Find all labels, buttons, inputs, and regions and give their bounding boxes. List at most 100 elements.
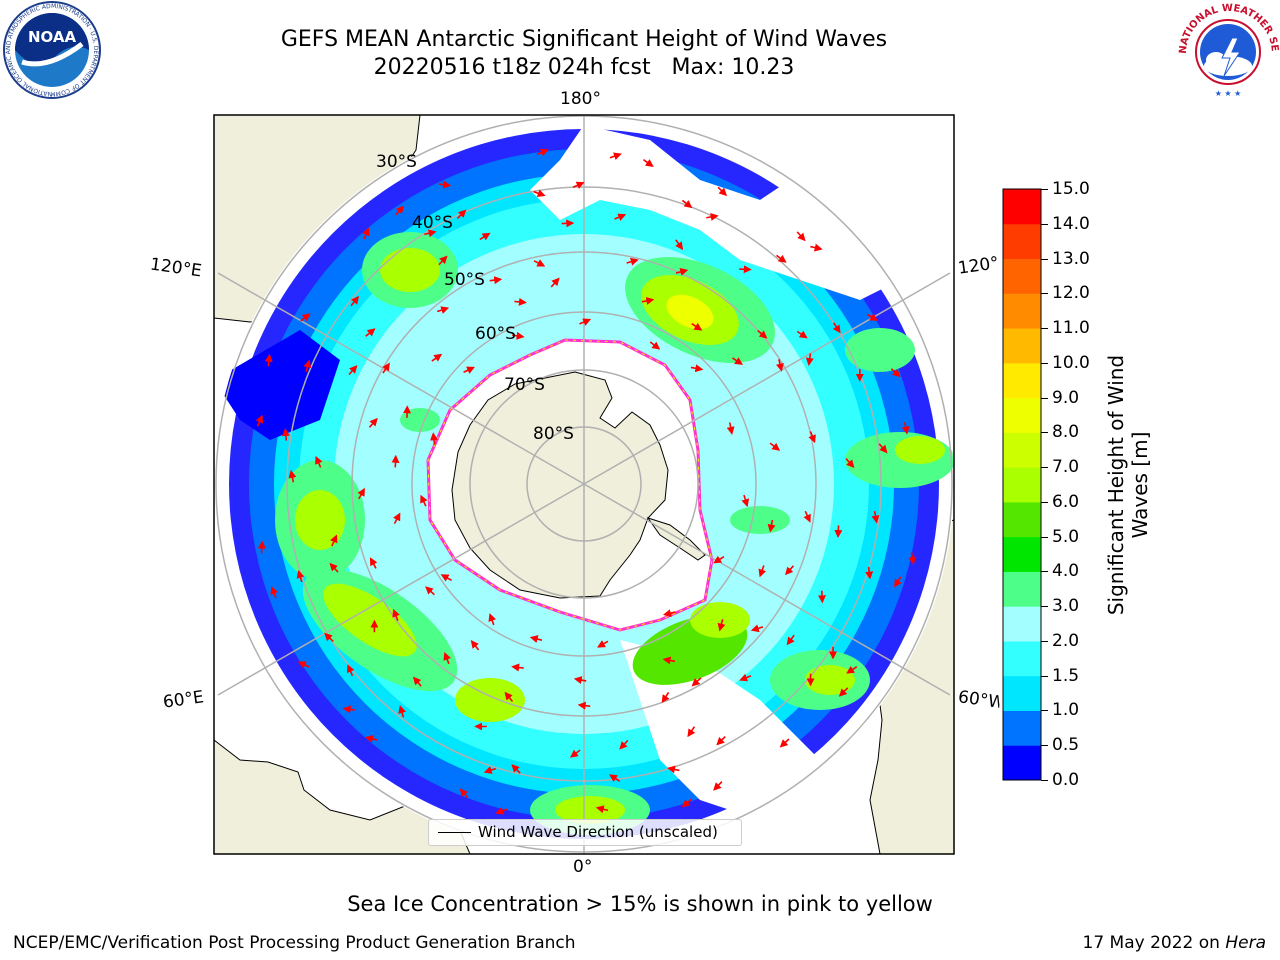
wave-direction-arrow <box>739 673 752 682</box>
colorbar-segment <box>1003 432 1041 468</box>
wave-direction-arrow <box>398 705 406 718</box>
lat-label-60s: 60°S <box>475 324 516 344</box>
wave-direction-arrow <box>779 738 790 748</box>
wave-direction-arrow <box>489 276 503 285</box>
wave-direction-arrow <box>303 359 312 372</box>
wave-direction-arrow <box>726 422 735 435</box>
wind-wave-direction-arrows <box>255 148 917 815</box>
wave-direction-arrow <box>901 422 910 435</box>
wave-direction-arrow <box>300 313 311 322</box>
wave-direction-arrow <box>393 512 401 525</box>
wave-direction-arrow <box>741 494 750 508</box>
map-frame <box>213 114 955 855</box>
wave-direction-arrow <box>739 265 752 274</box>
wave-direction-arrow <box>894 576 902 588</box>
national-weather-service-logo: NATIONAL WEATHER SERVICE ★ ★ ★ <box>1176 0 1280 98</box>
wave-direction-arrow <box>838 687 849 697</box>
wave-direction-arrow <box>691 322 703 331</box>
wave-direction-arrow <box>681 798 692 808</box>
wave-direction-arrow <box>264 353 273 367</box>
colorbar-tick-mark <box>1041 745 1048 747</box>
map-subtitle: 20220516 t18z 024h fcst Max: 10.23 <box>373 55 795 80</box>
noaa-logo-center-text: NOAA <box>28 28 77 46</box>
lat-label-80s: 80°S <box>533 424 574 444</box>
colorbar-tick-label: 0.5 <box>1052 735 1080 756</box>
colorbar-segment <box>1003 536 1041 572</box>
wave-direction-arrow <box>796 231 806 242</box>
antarctica-land <box>451 371 669 599</box>
colorbar-segment <box>1003 362 1041 399</box>
colorbar-tick-mark <box>1041 536 1048 538</box>
wave-direction-arrow <box>810 243 823 252</box>
wave-direction-arrow <box>675 268 689 276</box>
wave-direction-arrow <box>495 807 508 815</box>
footer-date-text: 17 May 2022 on <box>1082 933 1226 953</box>
wave-direction-arrow <box>357 487 365 500</box>
wave-direction-arrow <box>662 609 676 618</box>
wave-direction-arrow <box>395 205 405 216</box>
wave-direction-arrow <box>511 663 524 672</box>
wave-direction-arrow <box>533 189 546 197</box>
colorbar-tick-label: 1.5 <box>1052 665 1080 686</box>
wave-direction-arrow <box>865 566 874 580</box>
wave-direction-arrow <box>297 661 310 669</box>
wave-direction-arrow <box>845 458 855 469</box>
wave-direction-arrow <box>255 414 264 427</box>
wave-direction-arrow <box>717 186 728 197</box>
wave-direction-arrow <box>871 511 880 524</box>
wave-direction-arrow <box>866 313 879 321</box>
wave-direction-arrow <box>369 557 378 569</box>
wave-direction-arrow <box>785 565 795 576</box>
wave-direction-arrow <box>348 365 358 376</box>
wave-direction-arrow <box>713 555 725 564</box>
wave-direction-arrow <box>690 364 704 373</box>
lat-label-70s: 70°S <box>504 375 545 395</box>
wave-direction-arrow <box>368 417 378 428</box>
wave-direction-arrow <box>288 469 297 483</box>
colorbar-tick-mark <box>1041 640 1048 642</box>
colorbar-tick-mark <box>1041 710 1048 712</box>
colorbar-segment <box>1003 467 1041 503</box>
wave-direction-arrow <box>330 534 338 547</box>
colorbar-segment <box>1003 397 1041 433</box>
colorbar-tick-mark <box>1041 780 1048 781</box>
colorbar-tick-mark <box>1041 223 1048 225</box>
wave-direction-arrow <box>412 676 422 687</box>
wave-direction-arrow <box>324 632 334 643</box>
wave-direction-arrow <box>431 353 443 362</box>
colorbar-tick-label: 8.0 <box>1052 422 1080 443</box>
colorbar-tick-mark <box>1041 258 1048 260</box>
colorbar-segment <box>1003 189 1041 225</box>
wave-direction-arrow <box>436 306 450 314</box>
colorbar-segment <box>1003 710 1041 746</box>
wave-direction-arrow <box>786 634 795 646</box>
wave-direction-arrow <box>514 297 527 306</box>
wave-direction-arrow <box>329 562 339 573</box>
wave-direction-arrow <box>750 624 764 633</box>
colorbar-tick-label: 5.0 <box>1052 526 1080 547</box>
wave-direction-arrow <box>776 359 784 372</box>
colorbar-segment <box>1003 675 1041 711</box>
colorbar-tick-label: 14.0 <box>1052 213 1090 234</box>
wave-direction-arrow <box>579 318 592 326</box>
wave-direction-arrow <box>438 255 448 266</box>
colorbar-tick-label: 12.0 <box>1052 283 1090 304</box>
wave-direction-arrow <box>767 519 776 533</box>
colorbar-tick-label: 15.0 <box>1052 179 1090 199</box>
wave-direction-arrow <box>619 739 629 750</box>
wave-direction-arrow <box>614 213 627 221</box>
lat-label-30s: 30°S <box>376 152 417 172</box>
wave-direction-arrow <box>649 341 661 350</box>
colorbar-segment <box>1003 223 1041 260</box>
colorbar-tick-mark <box>1041 362 1048 364</box>
legend: Wind Wave Direction (unscaled) <box>428 819 742 846</box>
wave-direction-arrow <box>430 432 438 445</box>
wave-direction-arrow <box>661 692 670 704</box>
wave-direction-arrow <box>832 322 841 334</box>
wave-direction-arrow <box>717 619 726 632</box>
wave-direction-arrow <box>533 259 546 267</box>
colorbar-tick-label: 10.0 <box>1052 352 1090 373</box>
wave-direction-arrow <box>420 494 428 507</box>
wave-direction-arrow <box>675 239 684 251</box>
